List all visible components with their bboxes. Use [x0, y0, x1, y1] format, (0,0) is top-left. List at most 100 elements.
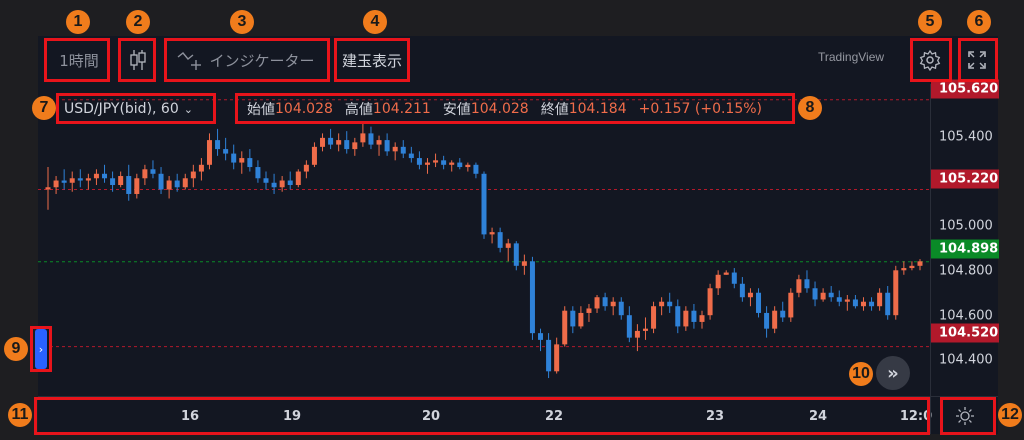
- candle[interactable]: [215, 128, 221, 156]
- candle[interactable]: [562, 306, 568, 347]
- candle[interactable]: [384, 133, 390, 156]
- candle[interactable]: [69, 171, 75, 192]
- candle[interactable]: [376, 135, 382, 156]
- interval-button[interactable]: 1時間: [48, 40, 110, 80]
- candle[interactable]: [433, 153, 439, 168]
- candle[interactable]: [860, 297, 866, 311]
- candle[interactable]: [206, 133, 212, 170]
- candle[interactable]: [320, 133, 326, 152]
- candle[interactable]: [642, 317, 648, 340]
- chart-pane[interactable]: 105.400 105.000 104.800 104.600 104.400 …: [38, 79, 999, 434]
- candle[interactable]: [788, 288, 794, 322]
- candle[interactable]: [45, 167, 51, 210]
- candle[interactable]: [594, 294, 600, 313]
- candle[interactable]: [675, 299, 681, 334]
- candle[interactable]: [602, 292, 608, 311]
- candle[interactable]: [618, 297, 624, 320]
- positions-toggle[interactable]: 建玉表示: [336, 40, 408, 80]
- candle[interactable]: [441, 155, 447, 170]
- candle[interactable]: [360, 122, 366, 147]
- candle[interactable]: [538, 328, 544, 352]
- candle[interactable]: [756, 288, 762, 318]
- candle[interactable]: [93, 169, 99, 186]
- candle[interactable]: [764, 306, 770, 338]
- chart-type-button[interactable]: [123, 40, 153, 80]
- theme-toggle-button[interactable]: [930, 396, 998, 434]
- candle[interactable]: [85, 173, 91, 190]
- candle[interactable]: [400, 140, 406, 159]
- candle[interactable]: [780, 301, 786, 322]
- candle[interactable]: [392, 142, 398, 161]
- candle[interactable]: [683, 306, 689, 331]
- candle[interactable]: [158, 167, 164, 194]
- candle[interactable]: [457, 158, 463, 170]
- candle[interactable]: [626, 306, 632, 343]
- candle[interactable]: [844, 294, 850, 311]
- candle[interactable]: [182, 173, 188, 190]
- candle[interactable]: [263, 171, 269, 190]
- candle[interactable]: [804, 270, 810, 293]
- candle[interactable]: [489, 227, 495, 244]
- candle[interactable]: [255, 160, 261, 183]
- candle[interactable]: [659, 297, 665, 316]
- candle[interactable]: [586, 303, 592, 322]
- candle[interactable]: [53, 176, 59, 194]
- candle[interactable]: [852, 294, 858, 309]
- candle[interactable]: [198, 158, 204, 181]
- candle[interactable]: [570, 306, 576, 334]
- candle[interactable]: [126, 164, 132, 201]
- candle[interactable]: [877, 288, 883, 311]
- candle[interactable]: [416, 151, 422, 170]
- fullscreen-button[interactable]: [962, 40, 992, 80]
- candle[interactable]: [295, 169, 301, 188]
- candle[interactable]: [578, 306, 584, 329]
- candle[interactable]: [424, 158, 430, 174]
- candle[interactable]: [707, 283, 713, 320]
- candle[interactable]: [836, 290, 842, 307]
- candle[interactable]: [465, 162, 471, 172]
- candle[interactable]: [497, 227, 503, 253]
- scroll-to-realtime-button[interactable]: »: [876, 356, 910, 390]
- candle[interactable]: [723, 270, 729, 275]
- candle[interactable]: [279, 176, 285, 192]
- candle[interactable]: [772, 306, 778, 334]
- candle[interactable]: [449, 160, 455, 172]
- candle[interactable]: [554, 337, 560, 374]
- candle[interactable]: [231, 144, 237, 170]
- candle[interactable]: [529, 256, 535, 340]
- candle[interactable]: [893, 265, 899, 320]
- candle[interactable]: [110, 171, 116, 192]
- candle[interactable]: [287, 171, 293, 190]
- candle[interactable]: [869, 297, 875, 311]
- candle[interactable]: [344, 131, 350, 154]
- candle[interactable]: [473, 162, 479, 179]
- candle[interactable]: [691, 303, 697, 329]
- candle[interactable]: [885, 286, 891, 320]
- candle[interactable]: [150, 160, 156, 179]
- candle[interactable]: [513, 241, 519, 271]
- candle[interactable]: [102, 164, 108, 183]
- candle[interactable]: [408, 146, 414, 163]
- candle[interactable]: [481, 171, 487, 239]
- candle[interactable]: [917, 259, 923, 271]
- candle[interactable]: [166, 176, 172, 199]
- candle[interactable]: [521, 254, 527, 275]
- candle[interactable]: [699, 310, 705, 329]
- candle[interactable]: [901, 261, 907, 275]
- candle[interactable]: [610, 297, 616, 316]
- indicators-button[interactable]: インジケーター: [166, 40, 326, 80]
- candle[interactable]: [142, 164, 148, 186]
- candle[interactable]: [239, 151, 245, 174]
- candle[interactable]: [247, 149, 253, 172]
- candle[interactable]: [715, 270, 721, 295]
- candle[interactable]: [812, 281, 818, 307]
- symbol-selector[interactable]: USD/JPY(bid), 60 ⌄: [58, 95, 199, 123]
- candlestick-plot[interactable]: [38, 84, 930, 396]
- candle[interactable]: [828, 286, 834, 302]
- candle[interactable]: [190, 164, 196, 188]
- candle[interactable]: [651, 301, 657, 334]
- candle[interactable]: [271, 173, 277, 194]
- candle[interactable]: [634, 324, 640, 352]
- settings-button[interactable]: [914, 40, 946, 80]
- candle[interactable]: [505, 238, 511, 262]
